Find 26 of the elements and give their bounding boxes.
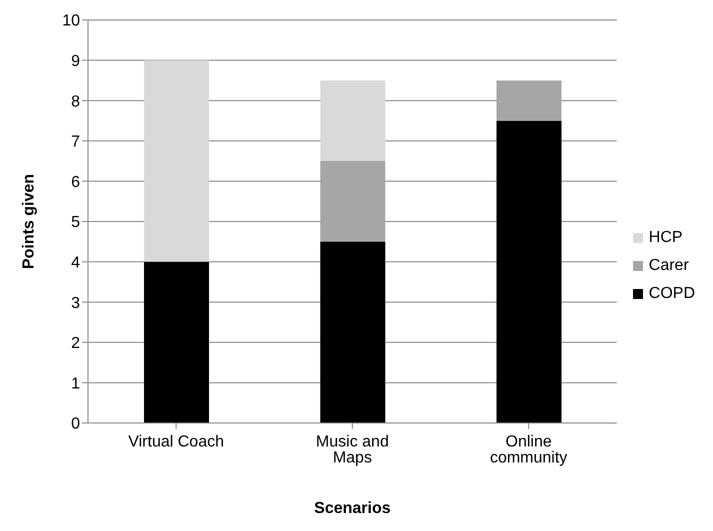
x-axis-title: Scenarios <box>314 500 391 517</box>
x-tick-label: Virtual Coach <box>128 433 224 450</box>
bar <box>144 60 209 262</box>
y-tick-label: 9 <box>71 52 80 70</box>
bar <box>320 161 386 242</box>
x-tick-label: Music and Maps <box>316 433 389 466</box>
bar <box>496 120 562 423</box>
x-tick-label: Online community <box>490 433 568 466</box>
y-tick-label: 6 <box>71 174 80 191</box>
y-tick-label: 3 <box>71 294 80 312</box>
y-tick-label: 2 <box>71 335 80 352</box>
y-tick-label: 5 <box>71 214 80 232</box>
legend-label: Carer <box>648 256 689 274</box>
bar <box>144 262 209 423</box>
y-tick-label: 0 <box>71 416 80 433</box>
bar <box>320 80 386 162</box>
legend-label: COPD <box>648 284 695 302</box>
y-tick-label: 10 <box>62 12 80 30</box>
y-tick-label: 8 <box>71 93 80 110</box>
y-tick-label: 4 <box>71 254 80 272</box>
bar <box>320 242 386 423</box>
legend-label: HCP <box>648 228 683 246</box>
y-tick-label: 7 <box>71 134 80 151</box>
bar <box>496 80 562 121</box>
y-tick-label: 1 <box>71 375 80 392</box>
y-axis-title: Points given <box>20 174 38 270</box>
